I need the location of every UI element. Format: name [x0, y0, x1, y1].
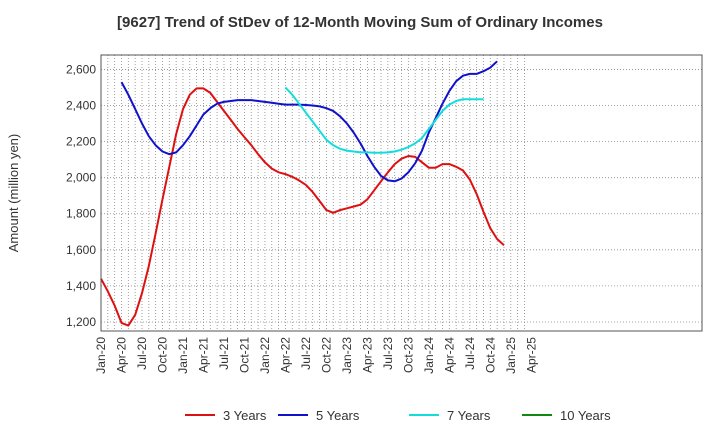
x-tick-label: Jul-21 [217, 337, 231, 370]
x-tick-label: Jul-23 [381, 337, 395, 370]
y-tick-label: 1,600 [66, 243, 96, 257]
x-tick-label: Jan-23 [340, 337, 354, 374]
series-line-7-years [284, 86, 484, 154]
x-tick-label: Jan-22 [258, 337, 272, 374]
legend-label: 7 Years [447, 408, 491, 423]
y-axis-label: Amount (million yen) [6, 134, 21, 253]
legend-label: 10 Years [560, 408, 611, 423]
x-tick-label: Jan-21 [176, 337, 190, 374]
y-tick-label: 2,200 [66, 135, 96, 149]
y-tick-label: 1,200 [66, 315, 96, 329]
x-tick-label: Apr-22 [278, 337, 292, 373]
x-tick-label: Apr-21 [196, 337, 210, 373]
y-tick-label: 2,600 [66, 62, 96, 76]
x-tick-label: Oct-22 [319, 337, 333, 373]
y-tick-label: 1,800 [66, 207, 96, 221]
x-tick-label: Apr-25 [524, 337, 538, 373]
legend: 3 Years 5 Years 7 Years 10 Years [185, 408, 611, 423]
y-tick-label: 2,000 [66, 171, 96, 185]
legend-label: 3 Years [223, 408, 267, 423]
chart-title: [9627] Trend of StDev of 12-Month Moving… [117, 14, 603, 31]
x-tick-label: Oct-21 [237, 337, 251, 373]
x-tick-label: Jan-20 [94, 337, 108, 374]
plot-frame [100, 54, 703, 332]
y-tick-labels: 1,200 1,400 1,600 1,800 2,000 2,200 2,400 2,600 [66, 62, 96, 329]
x-tick-label: Jan-24 [422, 337, 436, 374]
x-tick-label: Apr-20 [114, 337, 128, 373]
legend-label: 5 Years [316, 408, 360, 423]
y-tick-label: 1,400 [66, 279, 96, 293]
x-tick-label: Jul-24 [463, 337, 477, 370]
x-tick-label: Oct-24 [483, 337, 497, 373]
y-tick-label: 2,400 [66, 99, 96, 113]
x-tick-label: Oct-20 [155, 337, 169, 373]
x-tick-label: Jul-22 [299, 337, 313, 370]
x-tick-label: Apr-24 [442, 337, 456, 373]
series-line-3-years [100, 87, 505, 327]
x-tick-label: Jan-25 [504, 337, 518, 374]
x-tick-label: Apr-23 [360, 337, 374, 373]
x-tick-labels: Jan-20 Apr-20 Jul-20 Oct-20 Jan-21 Apr-21 Jul-… [94, 337, 538, 374]
x-tick-label: Oct-23 [401, 337, 415, 373]
series-lines [100, 60, 505, 327]
x-tick-label: Jul-20 [135, 337, 149, 370]
